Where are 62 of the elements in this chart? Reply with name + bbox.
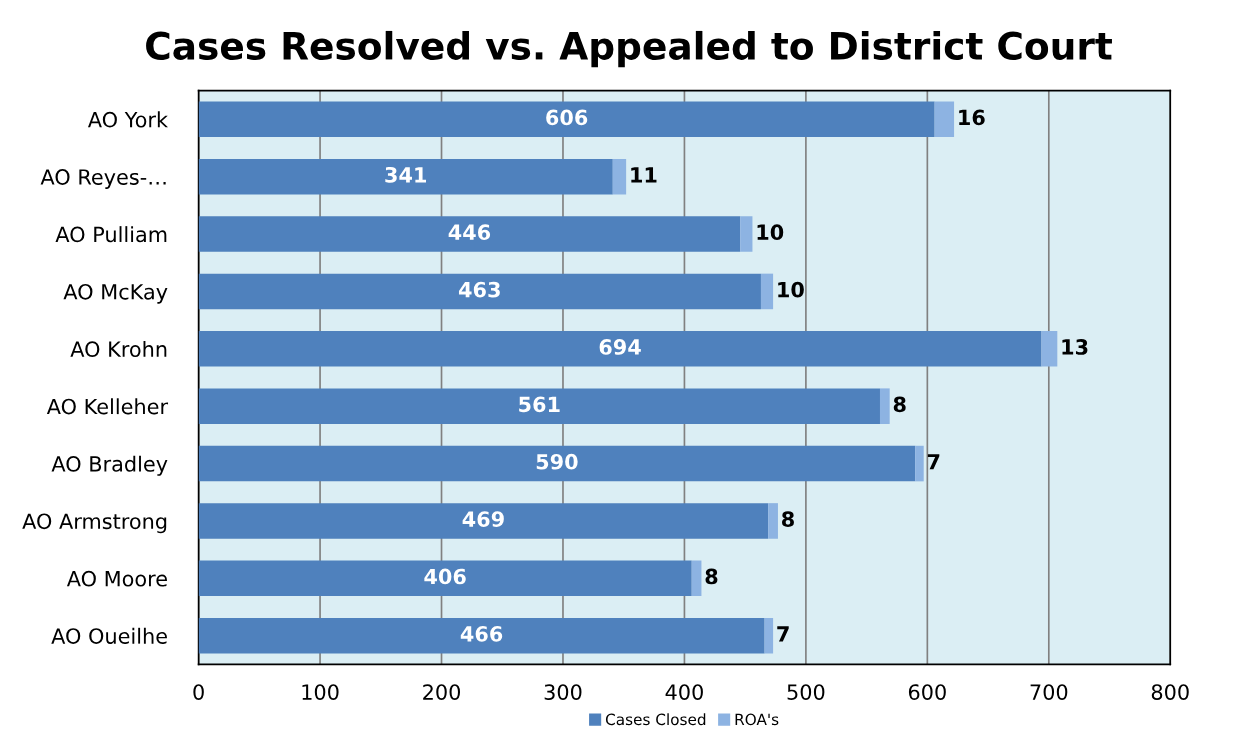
bar: [612, 158, 627, 195]
bar: [879, 388, 890, 424]
y-tick-label: AO McKay: [63, 283, 168, 304]
bar: [198, 445, 916, 482]
x-tick-label: 300: [544, 684, 582, 700]
data-label: 463: [458, 281, 500, 298]
bar: [198, 331, 1042, 367]
bar: [768, 503, 778, 539]
y-tick-label: AO Kelleher: [46, 398, 169, 415]
bar: [198, 388, 880, 424]
bar: [691, 560, 702, 597]
data-label: 13: [1062, 339, 1088, 355]
data-label: 590: [536, 453, 578, 470]
chart-title: Cases Resolved vs. Appealed to District Court: [146, 30, 1112, 68]
bar: [198, 273, 761, 310]
x-tick-label: 700: [1030, 684, 1068, 700]
y-tick-label: AO Reyes-…: [40, 169, 166, 189]
x-tick-label: 400: [665, 684, 703, 700]
data-label: 11: [631, 167, 657, 183]
bar: [198, 503, 769, 539]
data-label: 8: [893, 396, 906, 413]
bar: [198, 158, 613, 195]
data-label: 561: [519, 396, 560, 413]
y-tick-label: AO Krohn: [70, 340, 167, 358]
legend-label: ROA's: [735, 713, 779, 726]
data-label: 341: [385, 166, 426, 183]
bar: [198, 101, 935, 138]
data-label: 10: [757, 224, 784, 241]
data-label: 446: [448, 224, 491, 241]
data-label: 7: [777, 626, 789, 642]
data-label: 10: [778, 281, 804, 298]
x-tick-label: 600: [908, 684, 946, 700]
x-tick-label: 0: [193, 684, 204, 700]
bar: [198, 216, 741, 252]
data-label: 606: [546, 109, 588, 126]
x-tick-label: 100: [302, 684, 339, 700]
x-tick-label: 800: [1151, 684, 1189, 700]
y-tick-label: AO Moore: [66, 570, 167, 587]
data-label: 469: [462, 511, 504, 527]
bar: [740, 216, 753, 252]
legend-label: Cases Closed: [605, 713, 706, 726]
data-label: 16: [959, 109, 985, 126]
y-tick-label: AO Pulliam: [55, 226, 167, 243]
x-tick-label: 500: [787, 684, 825, 700]
data-label: 406: [424, 568, 466, 585]
bar: [764, 617, 774, 654]
bar: [1041, 331, 1058, 367]
bar: [915, 445, 924, 482]
y-tick-label: AO York: [87, 111, 168, 128]
y-tick-label: AO Armstrong: [22, 513, 167, 534]
y-tick-label: AO Bradley: [51, 455, 168, 476]
bar: [760, 273, 774, 310]
y-tick-label: AO Oueilhe: [51, 627, 167, 644]
bar: [198, 617, 765, 654]
bar: [198, 560, 692, 597]
data-label: 8: [782, 511, 794, 527]
x-tick-label: 200: [423, 684, 461, 700]
data-label: 7: [927, 454, 940, 470]
data-label: 466: [460, 626, 503, 642]
data-label: 8: [705, 568, 718, 585]
data-label: 694: [599, 339, 641, 355]
bar: [934, 101, 955, 138]
